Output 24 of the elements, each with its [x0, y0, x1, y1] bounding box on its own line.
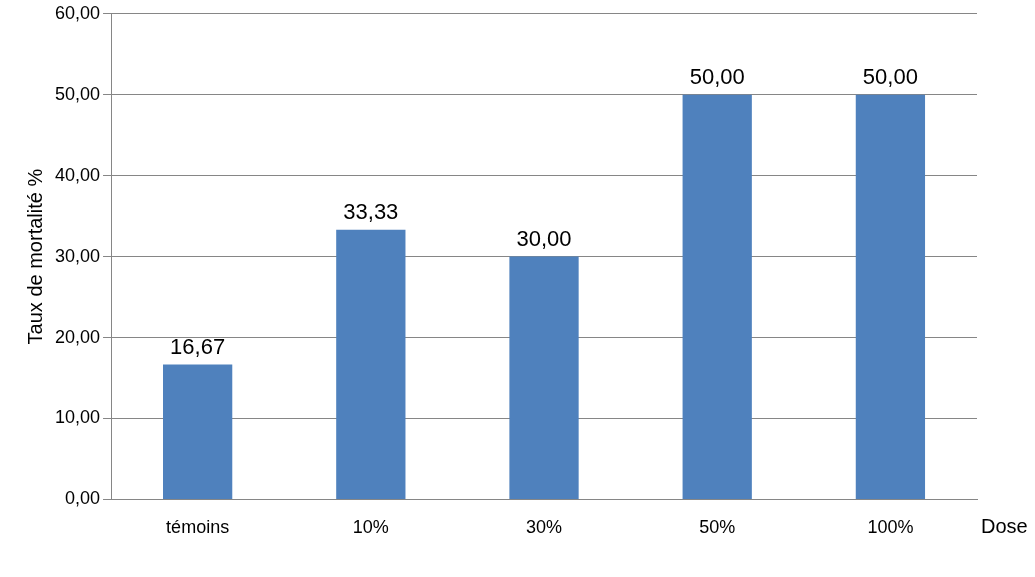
bar [163, 364, 233, 499]
y-axis-title: Taux de mortalité % [23, 168, 46, 345]
x-tick-label: 10% [352, 517, 389, 538]
y-tick-label: 30,00 [55, 245, 101, 266]
bar [336, 229, 406, 499]
x-tick-label: témoins [166, 517, 230, 538]
data-label: 50,00 [689, 63, 745, 89]
bar [682, 94, 752, 499]
y-tick-label: 0,00 [65, 488, 101, 509]
x-tick-label: 100% [867, 517, 914, 538]
x-axis-title: Dose [981, 514, 1028, 537]
data-label: 16,67 [170, 333, 226, 359]
bar [509, 256, 579, 499]
x-tick-label: 30% [526, 517, 563, 538]
bar [855, 94, 926, 499]
y-tick-label: 20,00 [55, 326, 101, 347]
y-tick-label: 50,00 [55, 83, 101, 104]
data-label: 50,00 [862, 63, 918, 89]
x-tick-label: 50% [699, 517, 736, 538]
y-tick-label: 60,00 [55, 2, 101, 23]
data-label: 33,33 [343, 198, 399, 224]
data-label: 30,00 [516, 225, 572, 251]
y-tick-label: 10,00 [55, 407, 101, 428]
y-tick-label: 40,00 [55, 164, 101, 185]
